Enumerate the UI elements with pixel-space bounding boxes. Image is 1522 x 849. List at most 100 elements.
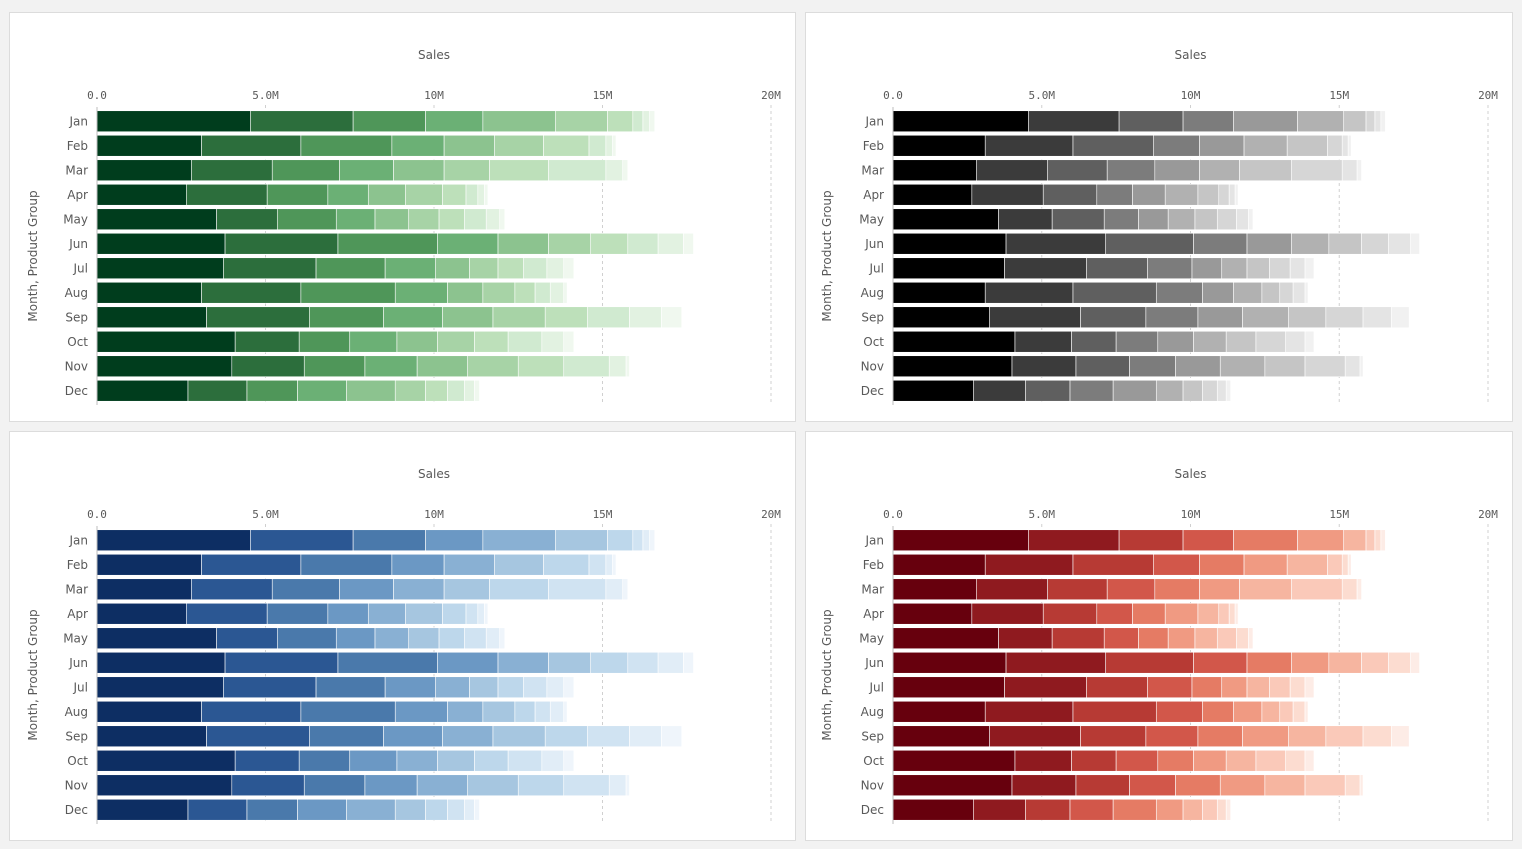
chart-panel-greys: Sales Month, Product Group 0.0 5.0M 10M 15M 20…	[805, 12, 1513, 422]
bar-segment	[892, 281, 986, 304]
bar-segment	[442, 306, 494, 329]
bar-segment	[1219, 774, 1266, 797]
bar-segment	[612, 134, 617, 157]
category-label: Jul	[869, 261, 884, 275]
chart-svg: Sales Month, Product Group 0.0 5.0M 10M 15M 20…	[820, 48, 1498, 405]
bar-segment	[96, 578, 192, 601]
bar-segment	[1261, 700, 1281, 723]
category-label: Mar	[65, 163, 88, 177]
bar-segment	[425, 110, 484, 133]
bar-segment	[224, 232, 339, 255]
bar-segment	[303, 355, 366, 378]
chart-panel-blues: Sales Month, Product Group 0.0 5.0M 10M 15M 20…	[9, 431, 796, 841]
bar-segment	[892, 379, 974, 402]
bar-segment	[250, 110, 354, 133]
bar-segment	[1072, 134, 1154, 157]
bar-segment	[234, 749, 300, 772]
bar-segment	[629, 725, 662, 748]
bar-segment	[892, 798, 974, 821]
bar-segment	[416, 774, 468, 797]
bar-segment	[590, 232, 629, 255]
bar-segment	[383, 725, 443, 748]
bar-segment	[352, 529, 426, 552]
bar-segment	[892, 232, 1007, 255]
bar-segment	[1155, 700, 1203, 723]
bar-segment	[1153, 134, 1200, 157]
bar-segment	[246, 379, 298, 402]
bar-segment	[231, 355, 305, 378]
bar-segment	[298, 749, 351, 772]
bar-segment	[1199, 578, 1240, 601]
bar-segment	[425, 529, 484, 552]
bar-segment	[534, 281, 551, 304]
y-axis-title: Month, Product Group	[26, 190, 40, 321]
bar-segment	[629, 306, 662, 329]
bar-segment	[474, 749, 509, 772]
chart-svg: Sales Month, Product Group 0.0 5.0M 10M 15M 20…	[26, 48, 781, 405]
bar-segment	[303, 774, 366, 797]
bar-segment	[1115, 330, 1159, 353]
bar-segment	[474, 379, 480, 402]
category-label: Dec	[861, 803, 884, 817]
bar-segment	[1388, 232, 1411, 255]
bar-segment	[223, 676, 317, 699]
bar-segment	[1086, 257, 1148, 280]
bar-segment	[443, 134, 495, 157]
bar-segment	[1197, 725, 1243, 748]
bar-segment	[892, 725, 990, 748]
bar-segment	[1221, 257, 1248, 280]
bar-segment	[1145, 725, 1199, 748]
category-label: Mar	[861, 163, 884, 177]
bar-segment	[405, 602, 443, 625]
bar-segment	[300, 700, 396, 723]
bar-segment	[1072, 700, 1157, 723]
bar-segment	[224, 651, 339, 674]
bar-segment	[563, 330, 575, 353]
bar-segment	[1005, 232, 1107, 255]
bar-segment	[1365, 110, 1376, 133]
bar-segment	[1218, 183, 1230, 206]
bar-segment	[484, 602, 489, 625]
x-tick-label: 15M	[593, 89, 613, 102]
bar-segment	[1344, 355, 1361, 378]
x-tick-label: 5.0M	[1029, 89, 1056, 102]
bar-segment	[474, 330, 509, 353]
bar-segment	[1199, 159, 1240, 182]
bar-segment	[1075, 355, 1130, 378]
bar-segment	[309, 725, 384, 748]
bar-segment	[309, 306, 384, 329]
bar-segment	[1286, 553, 1328, 576]
bar-segment	[1325, 725, 1364, 748]
bar-segment	[1304, 355, 1346, 378]
bar-segment	[1343, 529, 1367, 552]
bar-segment	[396, 749, 438, 772]
bar-segment	[1147, 257, 1193, 280]
bar-segment	[1118, 529, 1184, 552]
bar-segment	[201, 553, 302, 576]
bar-segment	[96, 257, 224, 280]
bar-segment	[339, 578, 394, 601]
bar-segment	[96, 749, 236, 772]
bar-segment	[201, 281, 302, 304]
bar-segment	[1025, 798, 1071, 821]
bar-segment	[1118, 110, 1184, 133]
bar-segment	[96, 602, 187, 625]
bar-segment	[517, 355, 565, 378]
x-tick-label: 0.0	[883, 508, 903, 521]
bar-segment	[998, 208, 1053, 231]
bar-segment	[464, 379, 475, 402]
category-label: Jun	[864, 656, 884, 670]
bar-segment	[96, 553, 202, 576]
category-label: Jul	[73, 261, 88, 275]
bar-segment	[374, 627, 410, 650]
bar-segment	[234, 330, 300, 353]
bar-segment	[549, 281, 565, 304]
bar-segment	[1175, 774, 1221, 797]
bar-segment	[642, 529, 650, 552]
bar-segment	[201, 700, 302, 723]
bar-segment	[548, 232, 592, 255]
bar-segment	[96, 700, 202, 723]
category-label: Oct	[863, 335, 884, 349]
bar-segment	[1105, 232, 1194, 255]
bar-segment	[327, 183, 369, 206]
